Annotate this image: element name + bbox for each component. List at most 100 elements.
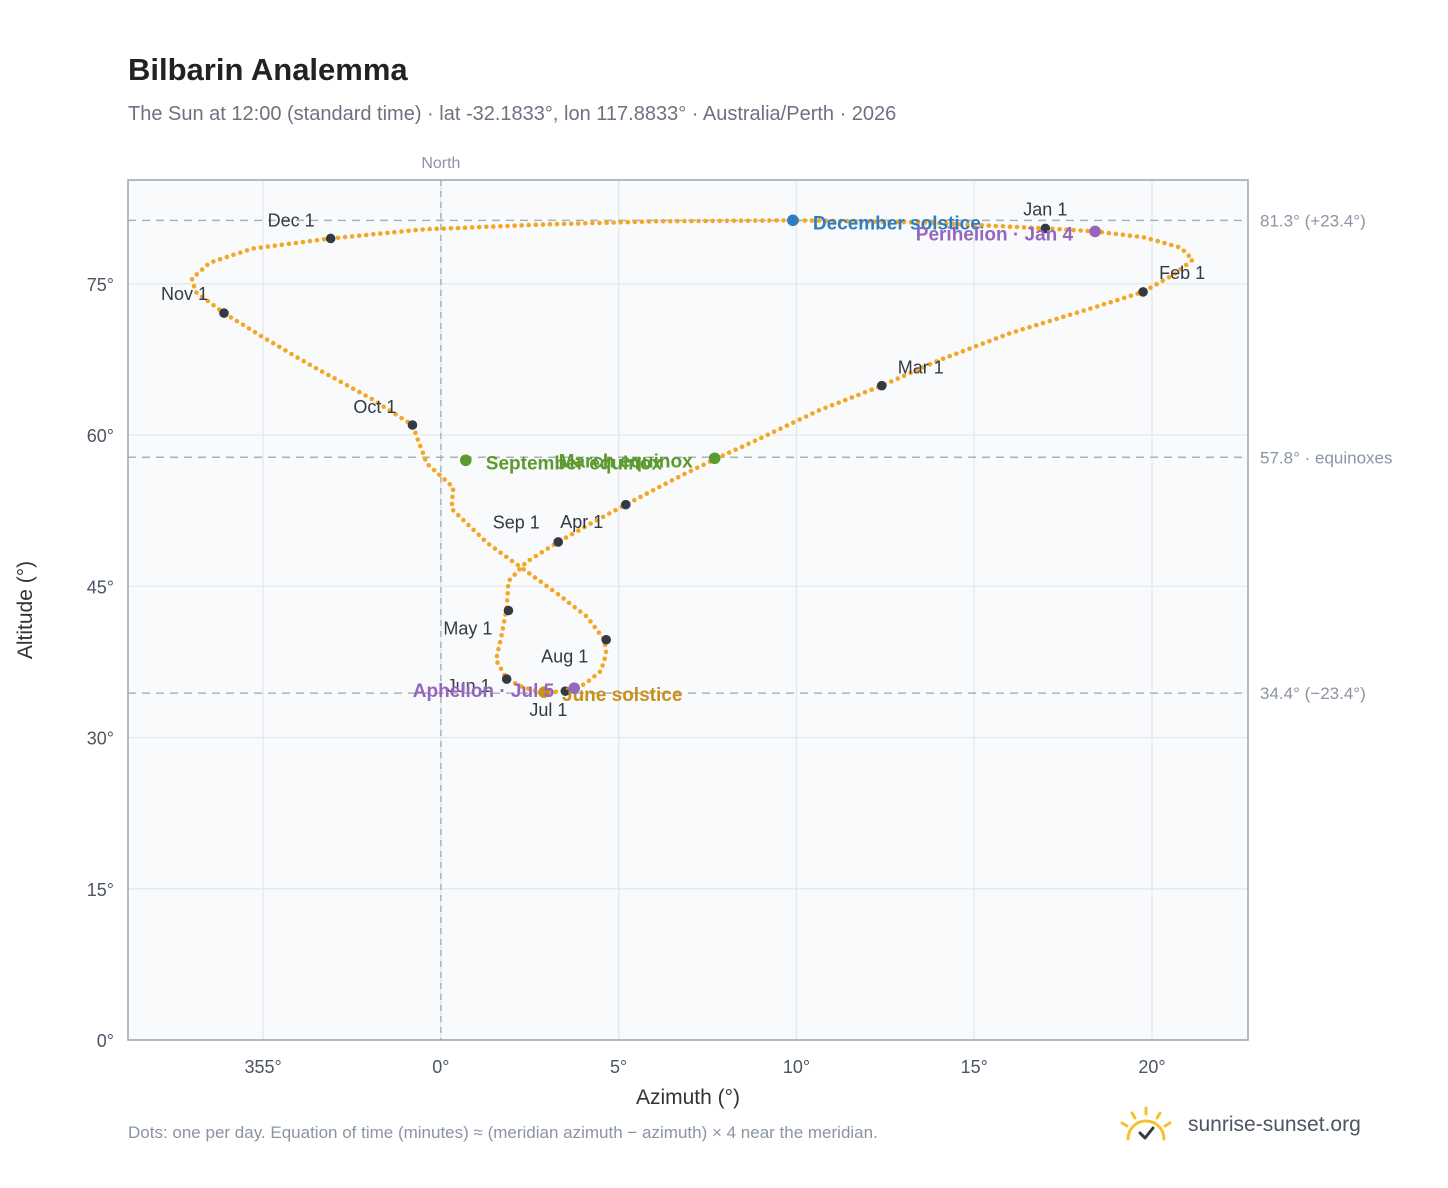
daily-dot <box>447 482 453 487</box>
daily-dot <box>1113 231 1119 237</box>
daily-dot <box>580 682 586 687</box>
daily-dot <box>927 362 933 367</box>
daily-dot <box>1108 299 1113 305</box>
daily-dot <box>450 508 456 513</box>
daily-dot <box>940 356 946 362</box>
daily-dot <box>437 472 442 478</box>
daily-dot <box>908 219 914 225</box>
daily-dot <box>1141 235 1147 240</box>
daily-dot <box>1183 262 1189 268</box>
daily-dot <box>507 577 513 583</box>
daily-dot <box>675 474 681 480</box>
daily-dot <box>657 484 662 490</box>
daily-dot <box>960 348 966 354</box>
daily-dot <box>980 341 986 346</box>
y-tick-label: 60° <box>87 426 114 446</box>
daily-dot <box>604 220 609 225</box>
daily-dot <box>979 223 984 228</box>
daily-dot <box>688 468 694 474</box>
daily-dot <box>1007 224 1013 229</box>
daily-dot <box>951 221 956 227</box>
daily-dot <box>921 364 926 370</box>
daily-dot <box>392 229 397 235</box>
y-axis-title: Altitude (°) <box>14 561 37 659</box>
daily-dot <box>375 400 381 406</box>
daily-dot <box>829 402 835 408</box>
daily-dot <box>929 220 935 226</box>
daily-dot <box>908 370 913 376</box>
daily-dot <box>778 426 783 432</box>
daily-dot <box>1027 324 1032 330</box>
month-label: Dec 1 <box>268 210 315 230</box>
daily-dot <box>545 546 551 551</box>
daily-dot <box>1074 310 1080 316</box>
daily-dot <box>1036 225 1041 231</box>
daily-dot <box>286 241 292 247</box>
daily-dot <box>326 372 331 378</box>
daily-dot <box>639 219 645 224</box>
daily-dot <box>505 584 511 589</box>
month-label: Jul 1 <box>529 700 567 720</box>
daily-dot <box>958 222 963 227</box>
month-label: Jan 1 <box>1023 199 1067 219</box>
daily-dot <box>191 283 197 289</box>
daily-dot <box>418 443 423 449</box>
daily-dot <box>199 294 205 300</box>
daily-dot <box>240 322 246 328</box>
daily-dot <box>849 395 855 400</box>
event-marker <box>538 686 550 698</box>
month-label: Mar 1 <box>898 358 944 378</box>
daily-dot <box>816 408 822 413</box>
daily-dot <box>211 259 216 264</box>
daily-dot <box>894 219 900 225</box>
daily-dot <box>682 471 687 477</box>
daily-dot <box>967 346 972 352</box>
daily-dot <box>1057 227 1062 232</box>
daily-dot <box>1067 312 1073 318</box>
daily-dot <box>566 600 572 606</box>
daily-dot <box>495 660 500 665</box>
daily-dot <box>540 222 546 227</box>
month-marker <box>620 499 631 510</box>
y-tick-label: 15° <box>87 880 114 900</box>
daily-dot <box>244 248 250 253</box>
daily-dot <box>500 626 506 631</box>
daily-dot <box>1081 308 1086 313</box>
daily-dot <box>481 537 487 543</box>
daily-dot <box>427 226 433 232</box>
daily-dot <box>973 343 979 349</box>
daily-dot <box>653 219 659 224</box>
x-tick-label: 0° <box>432 1057 449 1077</box>
daily-dot <box>1078 228 1083 233</box>
month-marker <box>876 380 887 391</box>
daily-dot <box>583 221 588 226</box>
daily-dot <box>954 351 959 357</box>
event-marker <box>1089 225 1101 238</box>
daily-dot <box>338 379 344 385</box>
daily-dot <box>602 656 607 662</box>
daily-dot <box>843 397 848 403</box>
daily-dot <box>300 239 306 245</box>
daily-dot <box>252 330 258 335</box>
daily-dot <box>491 224 496 229</box>
daily-dot <box>194 272 200 277</box>
daily-dot <box>1166 275 1172 280</box>
y-tick-label: 0° <box>97 1031 114 1051</box>
daily-dot <box>644 491 650 496</box>
daily-dot <box>720 453 726 458</box>
daily-dot <box>771 429 777 435</box>
month-marker <box>325 233 336 244</box>
daily-dot <box>504 598 510 603</box>
daily-dot <box>1115 297 1120 303</box>
daily-dot <box>264 337 270 342</box>
daily-dot <box>499 633 504 638</box>
daily-dot <box>486 542 492 547</box>
plot-frame <box>127 179 1249 1041</box>
brand[interactable]: sunrise-sunset.org <box>1118 1100 1361 1150</box>
brand-name[interactable]: sunrise-sunset.org <box>1188 1113 1361 1136</box>
daily-dot <box>554 221 560 227</box>
daily-dot <box>194 290 199 295</box>
daily-dot <box>456 512 461 518</box>
daily-dot <box>752 438 758 444</box>
daily-dot <box>1020 327 1025 332</box>
